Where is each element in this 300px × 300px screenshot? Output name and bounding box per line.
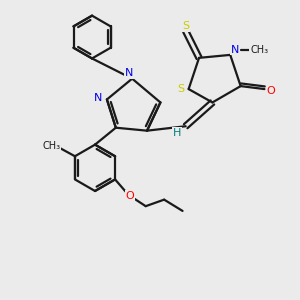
Text: S: S xyxy=(182,21,189,31)
Text: N: N xyxy=(124,68,133,78)
Text: CH₃: CH₃ xyxy=(250,44,268,55)
Text: O: O xyxy=(126,191,134,201)
Text: O: O xyxy=(267,85,275,96)
Text: H: H xyxy=(173,128,182,138)
Text: CH₃: CH₃ xyxy=(42,141,60,151)
Text: N: N xyxy=(230,44,239,55)
Text: N: N xyxy=(94,93,102,103)
Text: S: S xyxy=(177,84,184,94)
